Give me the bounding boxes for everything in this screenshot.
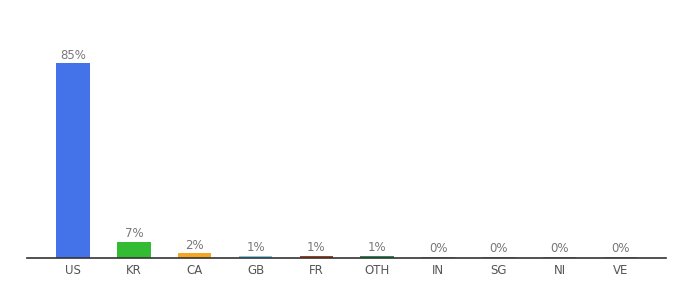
Text: 1%: 1%: [307, 241, 326, 254]
Bar: [117, 242, 150, 258]
Bar: [239, 256, 272, 258]
Text: 85%: 85%: [60, 49, 86, 62]
Text: 0%: 0%: [551, 242, 569, 256]
Bar: [604, 257, 637, 258]
Bar: [543, 257, 577, 258]
Text: 0%: 0%: [611, 242, 630, 256]
Text: 0%: 0%: [490, 242, 508, 256]
Text: 0%: 0%: [429, 242, 447, 256]
Bar: [300, 256, 333, 258]
Text: 2%: 2%: [186, 238, 204, 252]
Text: 1%: 1%: [368, 241, 386, 254]
Bar: [482, 257, 515, 258]
Bar: [56, 64, 90, 258]
Bar: [422, 257, 455, 258]
Text: 1%: 1%: [246, 241, 265, 254]
Bar: [360, 256, 394, 258]
Bar: [178, 254, 211, 258]
Text: 7%: 7%: [124, 227, 143, 240]
